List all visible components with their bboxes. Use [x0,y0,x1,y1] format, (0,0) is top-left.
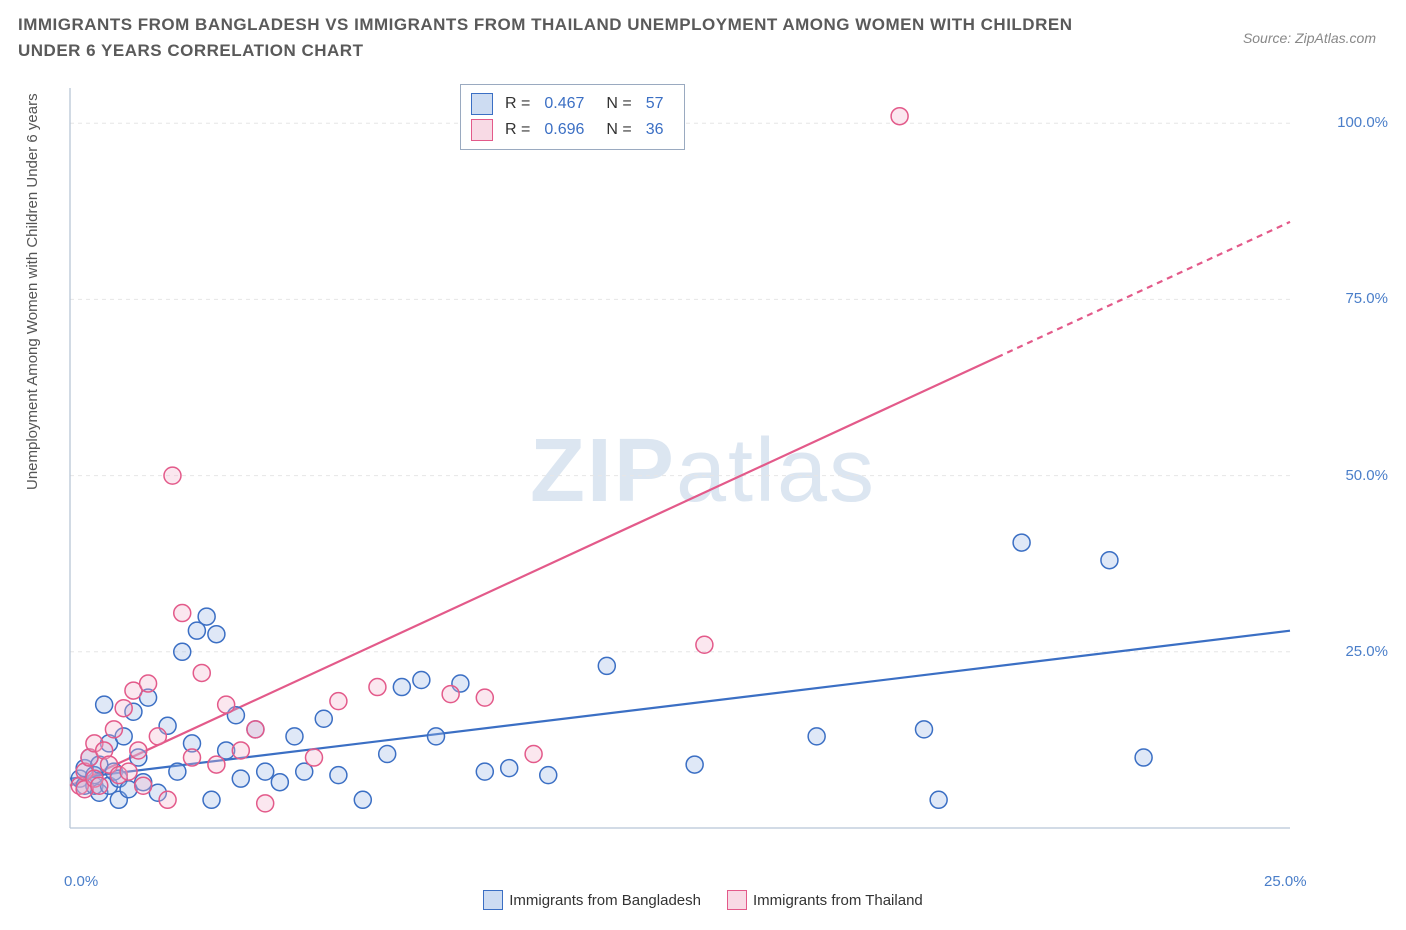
legend-label: Immigrants from Thailand [753,892,923,909]
y-tick-label: 50.0% [1345,467,1388,484]
legend-item-thailand: Immigrants from Thailand [727,890,923,910]
n-value-bangladesh: 57 [646,95,664,113]
r-value-bangladesh: 0.467 [544,95,584,113]
y-tick-label: 100.0% [1337,114,1388,131]
n-label: N = [606,95,631,113]
y-tick-label: 25.0% [1345,643,1388,660]
x-tick-label: 0.0% [64,873,98,890]
correlation-legend-row: R = 0.467 N = 57 [471,91,674,117]
r-label: R = [505,95,530,113]
y-tick-label: 75.0% [1345,290,1388,307]
y-axis-label: Unemployment Among Women with Children U… [24,93,41,490]
swatch-bangladesh [471,93,493,115]
legend-item-bangladesh: Immigrants from Bangladesh [483,890,701,910]
source-label: Source: ZipAtlas.com [1243,30,1376,46]
series-legend: Immigrants from Bangladesh Immigrants fr… [0,890,1406,910]
x-tick-label: 25.0% [1264,873,1307,890]
chart-title: IMMIGRANTS FROM BANGLADESH VS IMMIGRANTS… [18,12,1098,63]
swatch-thailand [471,119,493,141]
swatch-thailand [727,890,747,910]
legend-label: Immigrants from Bangladesh [509,892,701,909]
r-label: R = [505,121,530,139]
r-value-thailand: 0.696 [544,121,584,139]
n-label: N = [606,121,631,139]
n-value-thailand: 36 [646,121,664,139]
correlation-legend-row: R = 0.696 N = 36 [471,117,674,143]
chart-plot-area [60,80,1350,870]
chart-svg [60,80,1350,870]
correlation-legend: R = 0.467 N = 57 R = 0.696 N = 36 [460,84,685,150]
swatch-bangladesh [483,890,503,910]
